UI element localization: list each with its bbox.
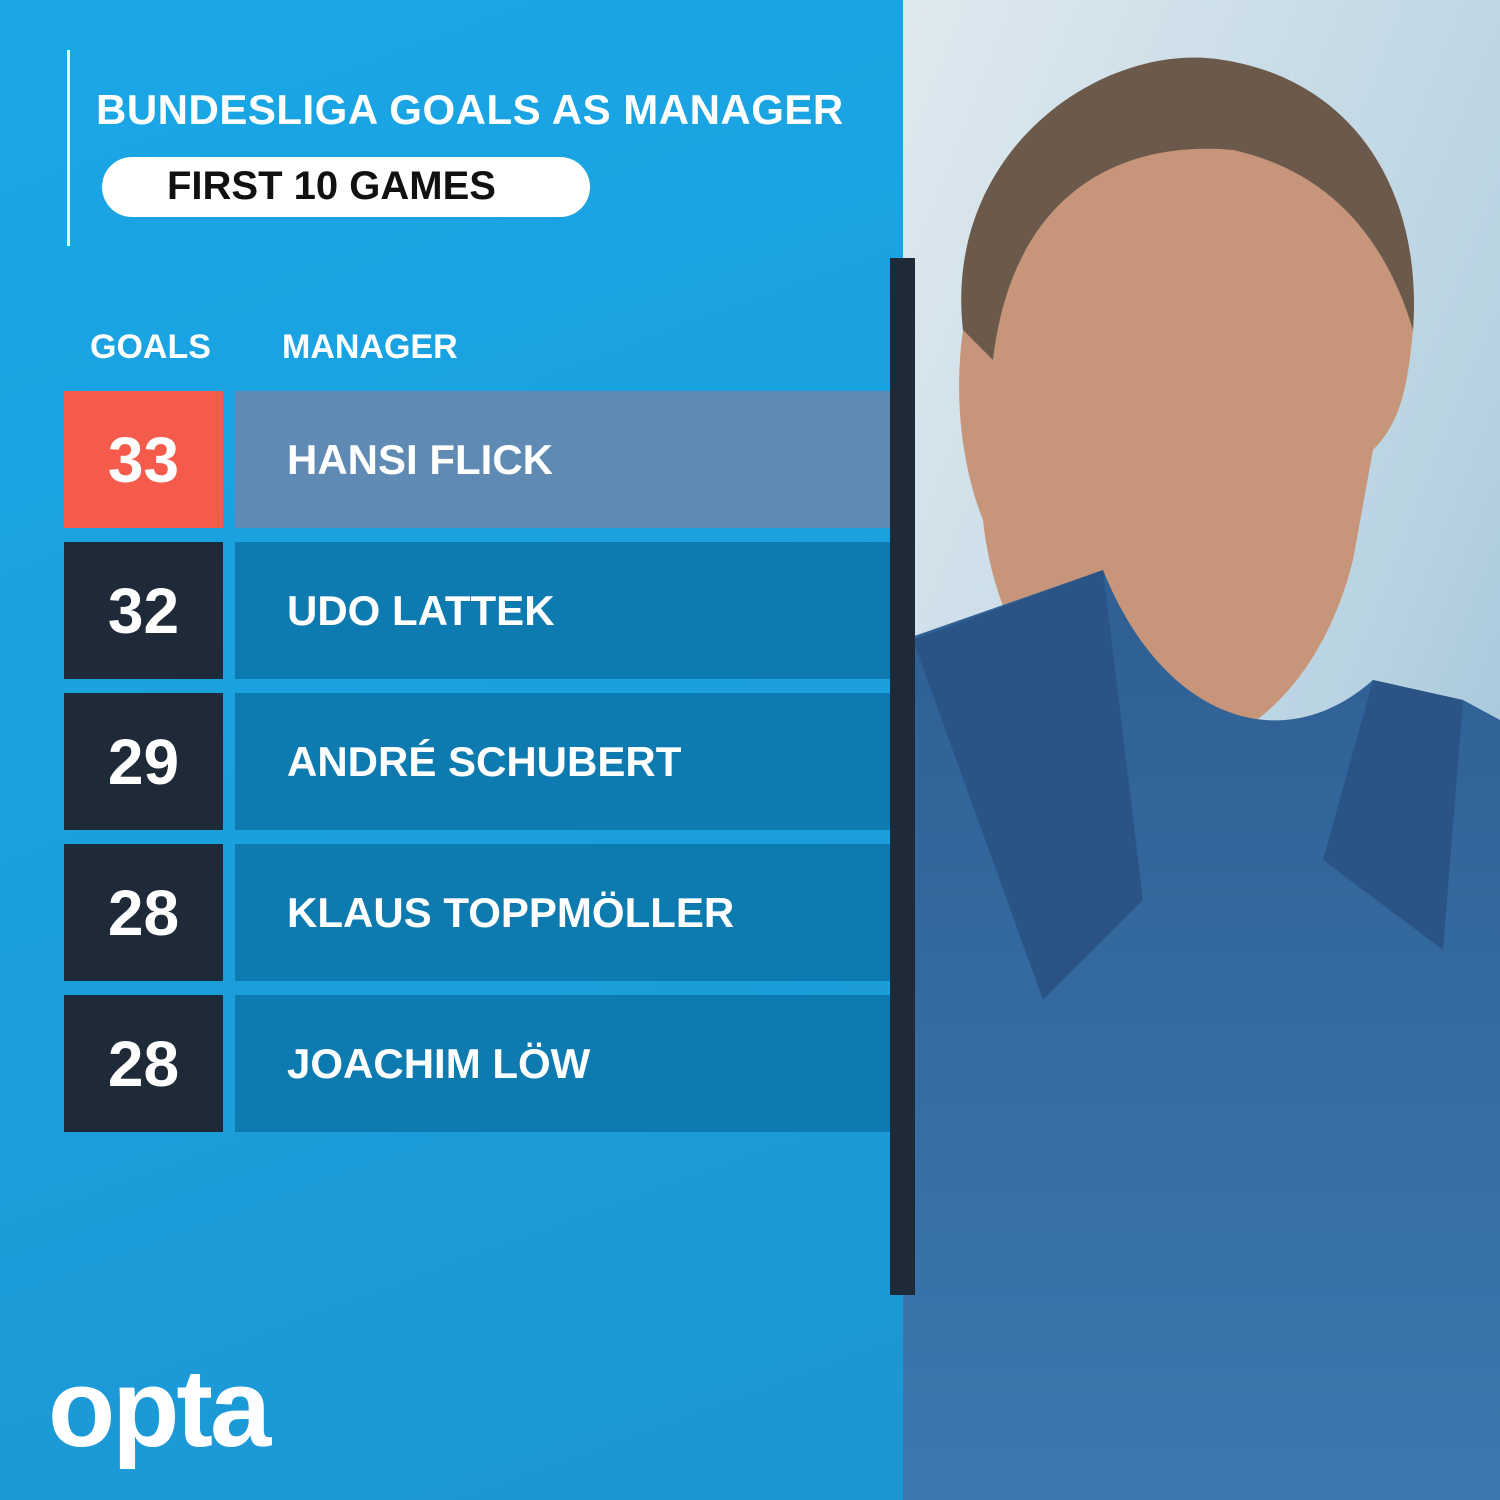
manager-cell: KLAUS TOPPMÖLLER [235, 844, 890, 981]
goals-cell: 32 [64, 542, 223, 679]
goals-cell: 29 [64, 693, 223, 830]
goals-cell: 28 [64, 995, 223, 1132]
divider-bar [890, 258, 915, 1295]
logo: opta [48, 1347, 271, 1470]
collar-left [913, 570, 1143, 1000]
subtitle: FIRST 10 GAMES [167, 164, 496, 208]
manager-cell: UDO LATTEK [235, 542, 890, 679]
subtitle-pill [102, 157, 590, 217]
hair [961, 57, 1414, 360]
title: BUNDESLIGA GOALS AS MANAGER [96, 86, 844, 133]
column-header: MANAGER [282, 328, 458, 366]
manager-cell: ANDRÉ SCHUBERT [235, 693, 890, 830]
goals-cell: 28 [64, 844, 223, 981]
collar-right [1323, 680, 1463, 950]
manager-cell: HANSI FLICK [235, 391, 890, 528]
face [959, 57, 1414, 751]
column-header: GOALS [90, 328, 211, 366]
accent-line [67, 50, 70, 246]
manager-cell: JOACHIM LÖW [235, 995, 890, 1132]
photo [903, 0, 1500, 1500]
goals-cell: 33 [64, 391, 223, 528]
